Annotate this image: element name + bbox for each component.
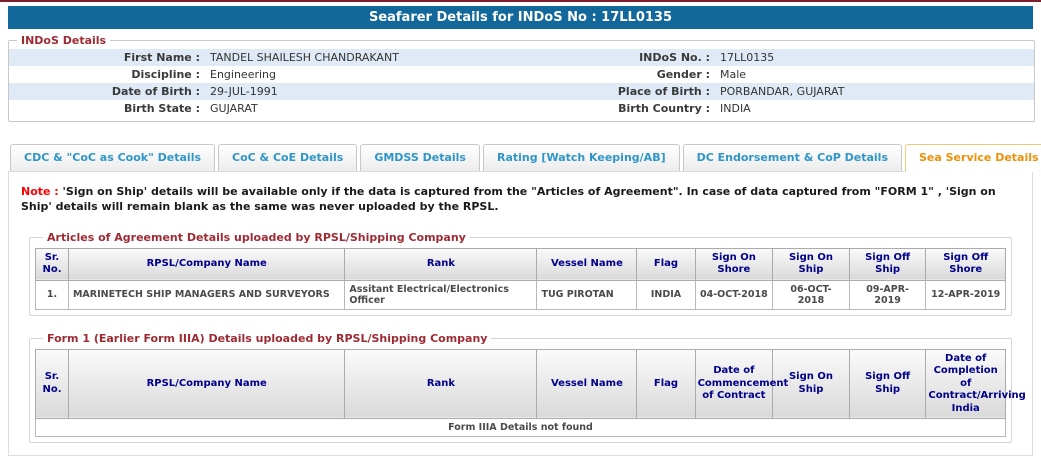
col-header-sign-off-shore: Sign Off Shore [925,247,1006,281]
col-header-rpsl-company-name: RPSL/Company Name [67,247,346,281]
col-header-flag: Flag [636,247,696,281]
info-row: First Name : TANDEL SHAILESH CHANDRAKANT… [9,49,1034,66]
field-value-birth-country: INDIA [720,102,751,115]
field-label-indos-no: INDoS No. : [639,51,710,64]
col-header-date-of-commencement: Date of Commencement of Contract [694,348,788,420]
field-label-birth-country: Birth Country : [618,102,710,115]
note-prefix: Note : [21,185,59,198]
field-value-indos-no: 17LL0135 [720,51,775,64]
page-title: Seafarer Details for INDoS No : 17LL0135 [8,6,1033,29]
articles-of-agreement-section: Articles of Agreement Details uploaded b… [29,230,1012,316]
cell-sign-off-ship: 09-APR-2019 [848,279,927,310]
col-header-sr-no: Sr. No. [35,247,69,281]
cell-rpsl-company-name: MARINETECH SHIP MANAGERS AND SURVEYORS [67,279,346,310]
col-header-sign-off-ship: Sign Off Ship [848,247,927,281]
form1-section: Form 1 (Earlier Form IIIA) Details uploa… [29,331,1026,444]
cell-sign-off-shore: 12-APR-2019 [925,279,1006,310]
form-iiia-not-found-message: Form IIIA Details not found [35,418,1006,438]
col-header-sign-on-ship: Sign On Ship [772,247,850,281]
col-header-rpsl-company-name: RPSL/Company Name [67,348,346,420]
field-value-date-of-birth: 29-JUL-1991 [210,85,278,98]
form1-table: Sr. No. RPSL/Company Name Rank Vessel Na… [35,348,1026,438]
col-header-rank: Rank [344,247,538,281]
table-empty-row: Form IIIA Details not found [35,418,1006,438]
cell-sign-on-shore: 04-OCT-2018 [694,279,774,310]
field-value-birth-state: GUJARAT [210,102,258,115]
col-header-rank: Rank [344,348,538,420]
col-header-vessel-name: Vessel Name [536,348,638,420]
field-value-gender: Male [720,68,747,81]
articles-of-agreement-legend: Articles of Agreement Details uploaded b… [47,230,466,244]
details-tab-bar: CDC & "CoC as Cook" Details CoC & CoE De… [10,144,1041,172]
field-label-birth-state: Birth State : [123,102,200,115]
field-label-discipline: Discipline : [131,68,200,81]
tab-coc-coe-details[interactable]: CoC & CoE Details [218,144,358,172]
table-row: 1. MARINETECH SHIP MANAGERS AND SURVEYOR… [35,279,1006,310]
indos-details-legend: INDoS Details [21,34,107,47]
col-header-flag: Flag [636,348,696,420]
sign-on-ship-note: Note : 'Sign on Ship' details will be av… [19,185,1022,215]
col-header-date-of-completion: Date of Completion of Contract/Arriving … [925,348,1026,420]
tab-dc-endorsement-cop-details[interactable]: DC Endorsement & CoP Details [682,144,902,172]
indos-details-section: INDoS Details First Name : TANDEL SHAILE… [8,34,1035,122]
field-label-date-of-birth: Date of Birth : [111,85,200,98]
cell-sr-no: 1. [35,279,69,310]
tab-sea-service-details[interactable]: Sea Service Details [905,144,1041,172]
field-label-first-name: First Name : [123,51,200,64]
col-header-sign-off-ship: Sign Off Ship [848,348,927,420]
field-label-place-of-birth: Place of Birth : [617,85,710,98]
col-header-sign-on-ship: Sign On Ship [772,348,850,420]
cell-vessel-name: TUG PIROTAN [536,279,638,310]
info-row: Birth State : GUJARAT Birth Country : IN… [9,100,1034,117]
info-row: Date of Birth : 29-JUL-1991 Place of Bir… [9,83,1034,100]
field-value-first-name: TANDEL SHAILESH CHANDRAKANT [210,51,399,64]
form1-legend: Form 1 (Earlier Form IIIA) Details uploa… [47,331,488,345]
table-header-row: Sr. No. RPSL/Company Name Rank Vessel Na… [35,348,1026,420]
articles-of-agreement-table: Sr. No. RPSL/Company Name Rank Vessel Na… [35,247,1006,310]
note-text: 'Sign on Ship' details will be available… [21,185,996,213]
cell-flag: INDIA [636,279,696,310]
col-header-sign-on-shore: Sign On Shore [694,247,774,281]
info-row: Discipline : Engineering Gender : Male [9,66,1034,83]
sea-service-tab-panel: Note : 'Sign on Ship' details will be av… [8,171,1033,456]
tab-rating-watch-keeping-ab[interactable]: Rating [Watch Keeping/AB] [482,144,680,172]
col-header-sr-no: Sr. No. [35,348,69,420]
tab-gmdss-details[interactable]: GMDSS Details [360,144,480,172]
field-label-gender: Gender : [656,68,710,81]
top-divider [0,0,1041,2]
cell-sign-on-ship: 06-OCT-2018 [772,279,850,310]
tab-cdc-coc-as-cook-details[interactable]: CDC & "CoC as Cook" Details [10,144,216,172]
cell-rank: Assitant Electrical/Electronics Officer [344,279,538,310]
col-header-vessel-name: Vessel Name [536,247,638,281]
field-value-place-of-birth: PORBANDAR, GUJARAT [720,85,845,98]
table-header-row: Sr. No. RPSL/Company Name Rank Vessel Na… [35,247,1006,281]
field-value-discipline: Engineering [210,68,276,81]
